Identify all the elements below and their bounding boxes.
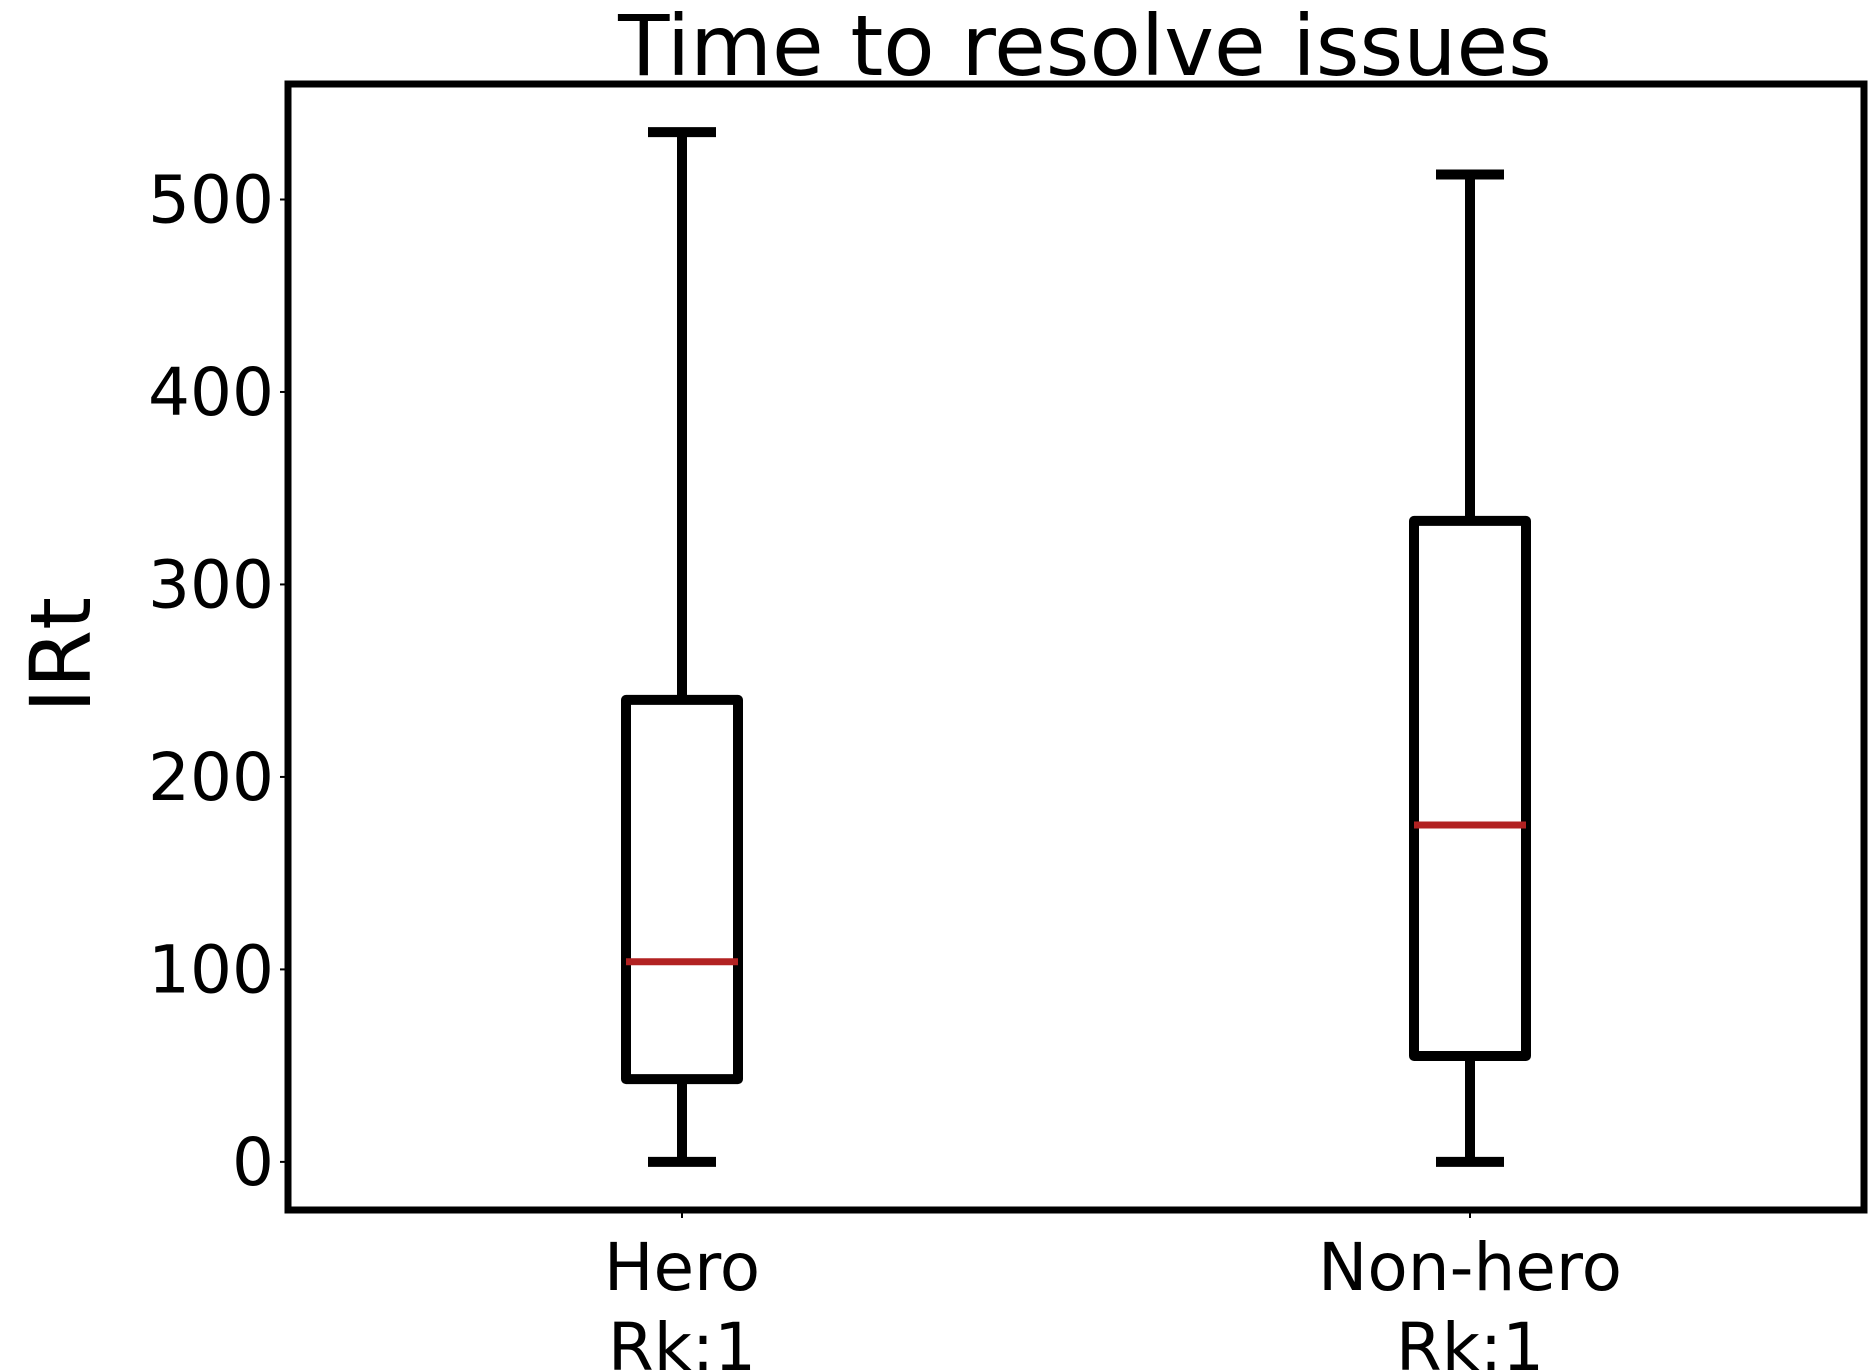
iqr-box <box>621 694 743 1085</box>
x-tick-label: Non-hero Rk:1 <box>1318 1229 1622 1370</box>
x-axis-ticks: Hero Rk:1 Non-hero Rk:1 <box>604 1210 1622 1370</box>
y-tick-label: 0 <box>232 1124 274 1201</box>
y-tick-label: 200 <box>148 739 274 816</box>
y-tick-label: 100 <box>148 931 274 1008</box>
chart-title: Time to resolve issues <box>617 0 1552 95</box>
y-tick-label: 500 <box>148 161 274 238</box>
y-axis-label: IRt <box>12 597 110 713</box>
box-group <box>621 127 743 1167</box>
y-tick-label: 400 <box>148 354 274 431</box>
x-tick-label: Hero Rk:1 <box>604 1229 760 1370</box>
plot-frame <box>284 80 1868 1214</box>
box-group <box>1409 169 1531 1167</box>
iqr-box <box>1409 515 1531 1062</box>
y-tick-label: 300 <box>148 546 274 623</box>
plot-area <box>621 127 1531 1167</box>
y-axis-ticks: 0 100 200 300 400 500 <box>148 161 288 1201</box>
